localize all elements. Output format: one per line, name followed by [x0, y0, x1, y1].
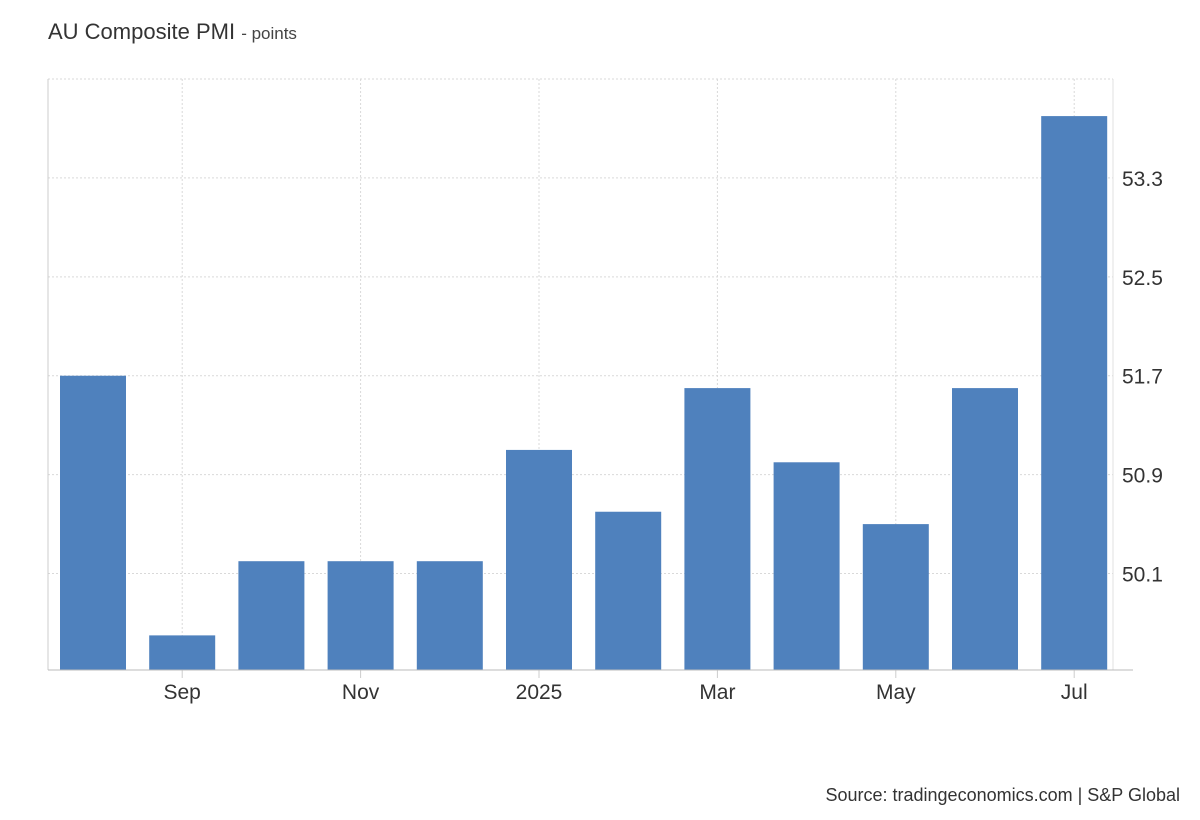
bar — [149, 635, 216, 670]
y-tick-label: 53.3 — [1122, 168, 1163, 191]
bar — [416, 561, 483, 670]
y-tick-label: 51.7 — [1122, 366, 1163, 389]
bar — [238, 561, 305, 670]
y-tick-label: 50.9 — [1122, 465, 1163, 488]
bar — [952, 388, 1018, 670]
source-credit: Source: tradingeconomics.com | S&P Globa… — [825, 785, 1180, 805]
chart-unit: - points — [241, 24, 297, 43]
x-tick-label: 2025 — [516, 681, 563, 704]
bar-series — [60, 116, 1108, 671]
bar — [506, 449, 572, 670]
x-axis-labels: Sep Nov 2025 Mar May Jul — [164, 681, 1088, 704]
y-tick-label: 50.1 — [1122, 564, 1163, 587]
x-tick-label: Mar — [699, 681, 735, 704]
chart-title: AU Composite PMI - points — [48, 19, 297, 45]
bar — [862, 524, 929, 670]
chart-title-text: AU Composite PMI — [48, 19, 236, 44]
bar — [60, 375, 126, 670]
bar — [595, 511, 662, 670]
x-tick-label: Sep — [164, 681, 201, 704]
x-tick-label: Jul — [1061, 681, 1088, 704]
x-tick-label: Nov — [342, 681, 380, 704]
y-axis-labels: 50.1 50.9 51.7 52.5 53.3 — [1122, 168, 1163, 587]
bar — [1041, 116, 1108, 671]
bar — [684, 388, 751, 670]
y-tick-label: 52.5 — [1122, 267, 1163, 290]
bar — [773, 462, 840, 670]
x-tick-label: May — [876, 681, 916, 704]
bar — [327, 561, 394, 670]
axes — [47, 79, 1133, 678]
